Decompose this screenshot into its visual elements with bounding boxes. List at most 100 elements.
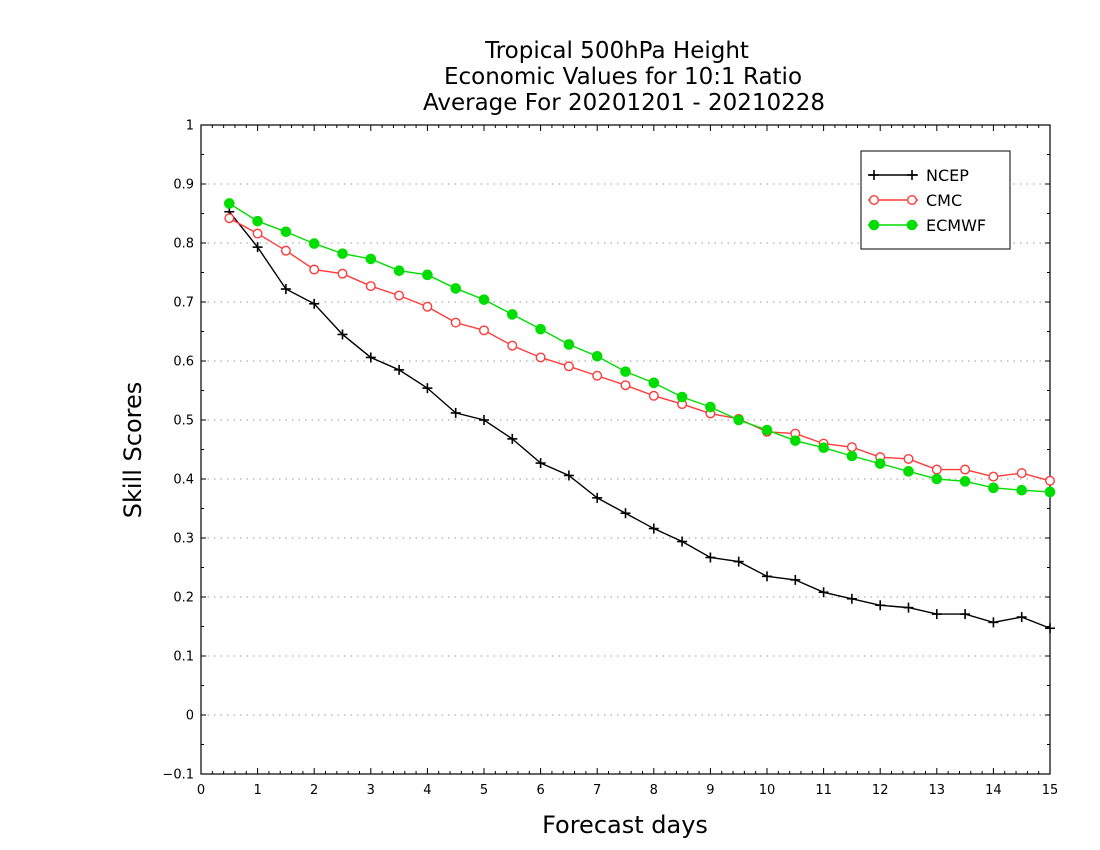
point-cmc xyxy=(450,317,461,328)
y-tick-label: 0.5 xyxy=(173,414,194,429)
point-cmc xyxy=(563,361,574,372)
legend-marker-ncep xyxy=(907,170,917,180)
point-ecmwf xyxy=(818,442,829,454)
point-cmc xyxy=(479,325,490,336)
point-ecmwf xyxy=(365,253,377,265)
point-ecmwf xyxy=(280,226,292,238)
x-tick-label: 0 xyxy=(197,783,205,798)
point-cmc xyxy=(309,264,320,275)
x-tick-label: 7 xyxy=(593,783,601,798)
legend-marker-ecmwf xyxy=(906,219,918,231)
point-ncep xyxy=(903,602,914,613)
legend-item-cmc: CMC xyxy=(868,191,962,210)
point-ncep xyxy=(705,552,716,563)
y-tick-label: 0.1 xyxy=(173,650,194,665)
legend-item-ncep: NCEP xyxy=(868,166,969,185)
point-ncep xyxy=(960,609,971,620)
x-tick-label: 6 xyxy=(536,783,544,798)
x-tick-label: 1 xyxy=(253,783,261,798)
point-ncep xyxy=(1045,623,1055,634)
point-cmc xyxy=(224,213,235,224)
point-ecmwf xyxy=(705,401,716,413)
point-ecmwf xyxy=(931,473,943,485)
point-ncep xyxy=(422,383,433,394)
point-ncep xyxy=(507,433,518,444)
x-tick-label: 13 xyxy=(929,783,946,798)
chart-title-line-3: Average For 20201201 - 20210228 xyxy=(423,90,825,116)
point-ncep xyxy=(648,523,659,534)
point-cmc xyxy=(422,301,433,312)
legend-marker-ncep xyxy=(869,170,879,180)
point-cmc xyxy=(1016,468,1027,479)
point-ecmwf xyxy=(959,476,971,487)
point-ecmwf xyxy=(478,294,490,305)
chart-title-line-2: Economic Values for 10:1 Ratio xyxy=(444,64,802,90)
point-cmc xyxy=(648,390,659,401)
point-cmc xyxy=(507,340,518,351)
point-ecmwf xyxy=(591,350,603,362)
point-ncep xyxy=(535,458,546,469)
point-cmc xyxy=(988,471,999,482)
y-tick-label: 0.6 xyxy=(173,355,194,370)
point-cmc xyxy=(337,268,348,279)
point-cmc xyxy=(592,370,603,381)
series-ncep xyxy=(224,206,1055,634)
point-cmc xyxy=(365,281,376,292)
point-ecmwf xyxy=(422,269,433,281)
point-ncep xyxy=(479,415,489,425)
x-tick-label: 12 xyxy=(872,783,889,798)
point-cmc xyxy=(252,228,263,239)
series-ecmwf xyxy=(224,198,1056,498)
point-ecmwf xyxy=(846,450,858,462)
legend-label-cmc: CMC xyxy=(926,191,962,210)
point-ecmwf xyxy=(450,283,462,294)
x-tick-label: 15 xyxy=(1042,783,1059,798)
x-tick-label: 5 xyxy=(480,783,488,798)
series-line-cmc xyxy=(228,217,1051,482)
point-ecmwf xyxy=(393,265,405,277)
legend-label-ecmwf: ECMWF xyxy=(926,216,986,235)
point-ecmwf xyxy=(535,323,546,335)
y-tick-label: 0.4 xyxy=(173,473,194,488)
y-tick-label: −0.1 xyxy=(162,768,194,783)
x-tick-label: 4 xyxy=(423,783,431,798)
point-ncep xyxy=(988,617,999,628)
point-ecmwf xyxy=(874,458,886,469)
point-ncep xyxy=(620,508,631,519)
y-tick-label: 0.9 xyxy=(173,178,194,193)
point-cmc xyxy=(620,380,631,391)
point-ecmwf xyxy=(988,482,999,494)
series-cmc xyxy=(224,213,1055,486)
point-ecmwf xyxy=(733,414,745,426)
point-ecmwf xyxy=(337,248,348,259)
point-ncep xyxy=(365,352,376,363)
point-ecmwf xyxy=(903,466,914,477)
point-ncep xyxy=(1016,612,1027,623)
series-lines xyxy=(224,198,1056,634)
point-ncep xyxy=(762,571,772,582)
x-tick-label: 9 xyxy=(706,783,714,798)
legend-marker-cmc xyxy=(869,194,880,205)
chart-title-line-1: Tropical 500hPa Height xyxy=(484,38,749,64)
x-tick-label: 11 xyxy=(815,783,832,798)
legend: NCEP CMC ECMWF xyxy=(860,150,1011,250)
point-ecmwf xyxy=(507,309,518,320)
legend-label-ncep: NCEP xyxy=(926,166,969,185)
y-tick-label: 1 xyxy=(186,119,194,134)
point-ncep xyxy=(309,298,320,309)
point-ncep xyxy=(790,574,801,585)
point-ncep xyxy=(875,600,886,611)
point-cmc xyxy=(394,290,405,301)
series-line-ncep xyxy=(228,211,1051,629)
point-ecmwf xyxy=(1044,486,1056,498)
point-ncep xyxy=(592,492,603,503)
point-ecmwf xyxy=(648,377,660,389)
point-ecmwf xyxy=(224,198,235,209)
point-ecmwf xyxy=(620,366,631,377)
y-tick-label: 0.2 xyxy=(173,591,194,606)
point-ncep xyxy=(394,364,405,375)
point-ecmwf xyxy=(676,391,688,403)
point-ncep xyxy=(337,329,348,340)
point-ncep xyxy=(280,284,291,295)
point-ecmwf xyxy=(790,435,801,446)
